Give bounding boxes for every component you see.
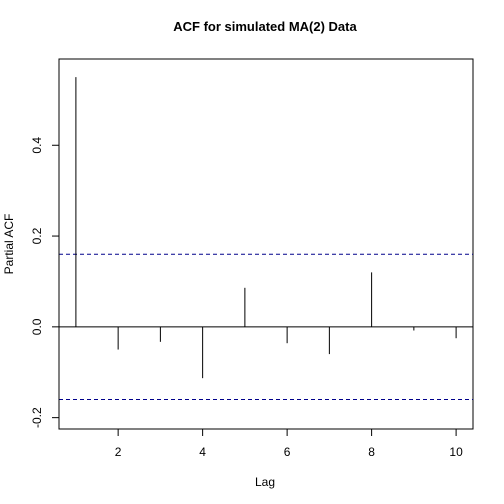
x-axis-label: Lag (255, 475, 275, 489)
x-axis: 2 4 6 8 10 (115, 428, 463, 459)
y-tick-label-3: 0.4 (30, 137, 44, 154)
y-tick-label-2: 0.2 (30, 227, 44, 244)
x-tick-label-6: 6 (284, 445, 291, 459)
y-axis-label: Partial ACF (2, 214, 16, 275)
chart-marks (59, 77, 473, 400)
y-axis: -0.2 0.0 0.2 0.4 (30, 137, 60, 428)
chart-title: ACF for simulated MA(2) Data (173, 19, 357, 34)
plot-frame (58, 58, 474, 430)
y-tick-label-0: -0.2 (30, 407, 44, 428)
y-tick-label-1: 0.0 (30, 318, 44, 335)
x-tick-label-8: 8 (368, 445, 375, 459)
x-tick-label-2: 2 (115, 445, 122, 459)
x-tick-label-4: 4 (199, 445, 206, 459)
x-tick-label-10: 10 (449, 445, 463, 459)
